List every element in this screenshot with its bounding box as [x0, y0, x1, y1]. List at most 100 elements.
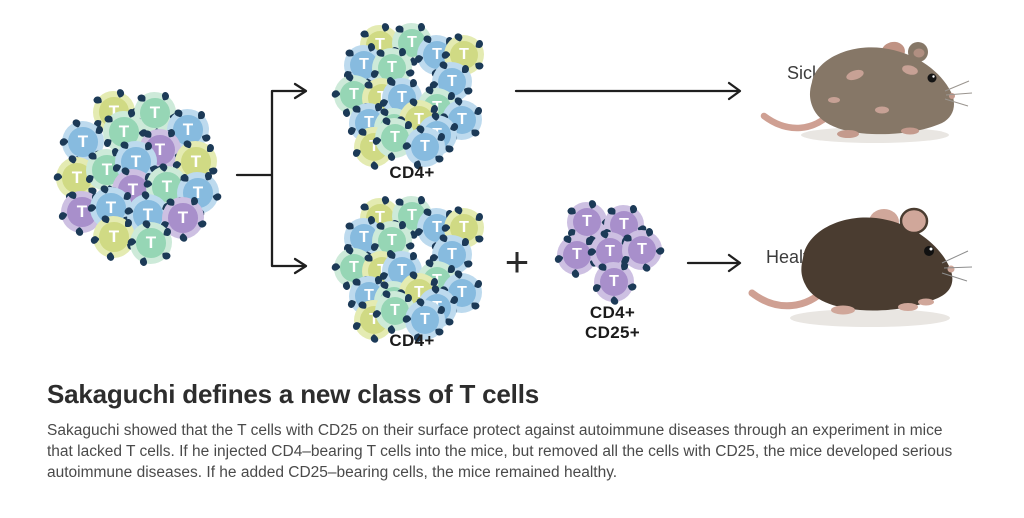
sick-skin-patch	[828, 97, 840, 103]
tcr-receptor-dot	[474, 106, 484, 116]
mouse-whiskers	[944, 80, 973, 107]
mouse-paw	[901, 127, 919, 135]
description-line: Sakaguchi showed that the T cells with C…	[47, 422, 943, 439]
tcr-receptor-dot	[462, 237, 470, 246]
mouse-body	[809, 47, 954, 135]
tcr-receptor-dot	[124, 219, 132, 228]
tcr-receptor-dot	[74, 226, 86, 238]
t-cell-nucleus: T	[136, 228, 166, 258]
tcr-receptor-dot	[475, 39, 484, 49]
mouse-eye-glint	[932, 75, 935, 78]
tcr-receptor-dot	[474, 279, 484, 289]
sick-arrowhead-icon	[727, 81, 742, 101]
t-cell-nucleus: T	[596, 238, 624, 266]
sick-skin-patch	[875, 106, 889, 114]
treg-label-cd25: CD25+	[585, 323, 640, 342]
tcr-receptor-dot	[138, 256, 149, 267]
cd4-label-top: CD4+	[389, 163, 435, 182]
tcr-receptor-dot	[475, 212, 484, 222]
tcr-receptor-dot	[474, 62, 484, 71]
mouse-body	[801, 217, 953, 311]
t-cell-nucleus: T	[68, 127, 98, 157]
tcr-receptor-dot	[162, 252, 171, 260]
tcr-receptor-dot	[474, 235, 484, 244]
mouse-paw	[898, 303, 918, 311]
description-line: that lacked T cells. If he injected CD4–…	[47, 443, 953, 460]
tcr-receptor-dot	[435, 155, 444, 164]
tcr-receptor-dot	[206, 144, 214, 153]
branch-arrowhead-bottom-icon	[293, 257, 308, 275]
tcr-receptor-dot	[471, 129, 480, 137]
mouse-eye-icon	[924, 246, 934, 256]
mouse-paw	[831, 305, 855, 315]
tcr-receptor-dot	[57, 210, 68, 222]
tcr-receptor-dot	[329, 88, 341, 99]
t-cell: T	[400, 296, 446, 343]
t-cell: T	[621, 227, 667, 274]
tcr-receptor-dot	[569, 268, 581, 280]
tcr-receptor-dot	[655, 246, 667, 257]
healthy-mouse-illustration	[748, 207, 973, 327]
healthy-arrowhead-icon	[727, 253, 742, 273]
tcr-receptor-dot	[405, 120, 413, 129]
description: Sakaguchi showed that the T cells with C…	[47, 420, 952, 483]
tcr-receptor-dot	[405, 241, 416, 252]
t-cell-nucleus: T	[573, 208, 601, 236]
treg-label: CD4+ CD25+	[545, 303, 680, 343]
tcr-receptor-dot	[212, 192, 223, 203]
mouse-shadow	[790, 309, 950, 327]
t-cell-nucleus: T	[411, 306, 439, 334]
t-cell-nucleus: T	[381, 124, 409, 152]
tcr-receptor-dot	[553, 253, 564, 265]
sick-label: Sick	[787, 63, 822, 83]
mouse-ear-inner	[913, 48, 925, 58]
t-cell-nucleus: T	[563, 241, 591, 269]
mouse-paw	[837, 130, 859, 138]
tcr-receptor-dot	[405, 68, 416, 79]
t-cell-nucleus: T	[628, 236, 656, 264]
tcr-receptor-dot	[57, 136, 69, 148]
mouse-eye-glint	[929, 247, 933, 251]
tcr-receptor-dot	[627, 282, 638, 293]
sick-skin-patch	[902, 65, 918, 75]
tcr-receptor-dot	[123, 191, 132, 201]
tcr-receptor-dot	[471, 302, 480, 310]
tcr-receptor-dot	[197, 218, 208, 229]
tcr-receptor-dot	[445, 145, 454, 153]
branch-arrowhead-top-icon	[293, 82, 308, 100]
t-cell: T	[591, 261, 638, 307]
tcr-receptor-dot	[105, 251, 116, 262]
tcr-receptor-dot	[445, 318, 454, 326]
sick-mouse-illustration	[760, 41, 973, 143]
tcr-receptor-dot	[329, 261, 341, 272]
t-cell-nucleus: T	[600, 268, 628, 296]
tcr-receptor-dot	[462, 64, 470, 73]
tcr-receptor-dot	[51, 171, 63, 182]
cd4-label-bottom: CD4+	[389, 331, 435, 350]
sick-skin-patch	[846, 69, 864, 81]
t-cell: T	[89, 214, 137, 262]
description-line: autoimmune diseases. If he added CD25–be…	[47, 464, 618, 481]
treg-label-cd4: CD4+	[589, 303, 636, 322]
t-cell: T	[125, 218, 173, 267]
mouse-paw	[918, 298, 934, 306]
tcr-receptor-dot	[463, 259, 474, 269]
mouse-whiskers	[941, 250, 973, 282]
t-cell-nucleus: T	[99, 222, 129, 252]
mouse-ear-front-icon	[899, 207, 929, 235]
tcr-receptor-dot	[405, 293, 413, 302]
tcr-receptor-dot	[89, 234, 100, 246]
page-title: Sakaguchi defines a new class of T cells	[47, 379, 539, 409]
tcr-receptor-dot	[197, 110, 206, 120]
t-cell-nucleus: T	[140, 98, 170, 128]
tcr-receptor-dot	[436, 305, 446, 315]
t-cell: T	[400, 123, 446, 170]
mouse-nose-icon	[947, 265, 955, 273]
tcr-receptor-dot	[436, 132, 446, 142]
mouse-eye-icon	[927, 73, 937, 83]
tcr-receptor-dot	[409, 78, 418, 88]
